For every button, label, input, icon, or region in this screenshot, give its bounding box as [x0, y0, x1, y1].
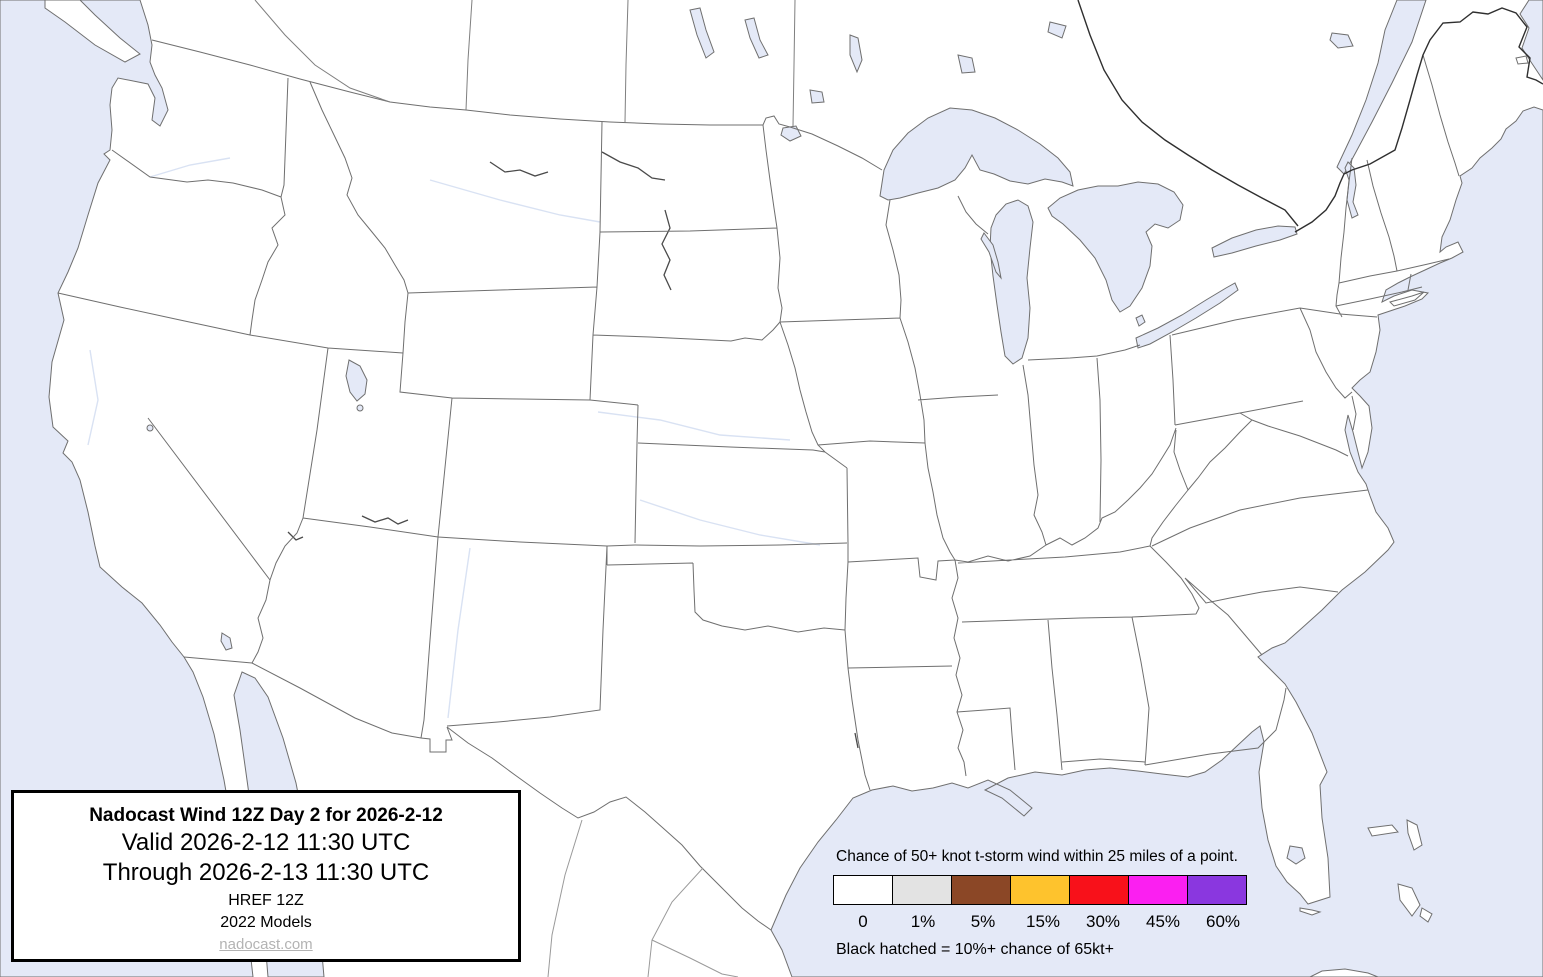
texas-reservoirs [854, 732, 859, 749]
legend-label: 15% [1025, 912, 1061, 931]
canada-border-west [151, 39, 883, 171]
title-box: Nadocast Wind 12Z Day 2 for 2026-2-12 Va… [11, 790, 521, 962]
islands [44, 0, 1529, 977]
long-island-sliver [1389, 291, 1425, 307]
legend-label: 1% [910, 912, 936, 931]
legend-swatch-15 [1010, 875, 1070, 905]
canada-lakes [689, 7, 1354, 142]
legend-footnote: Black hatched = 10%+ chance of 65kt+ [836, 941, 1114, 958]
canada-province-borders [254, 0, 796, 127]
faint-rivers [87, 157, 821, 719]
bahamas [1367, 819, 1433, 923]
lake-tahoe [146, 424, 154, 432]
mexico-state-lines [547, 819, 739, 977]
lake-superior [879, 107, 1074, 201]
legend-swatch-60 [1187, 875, 1247, 905]
forecast-title: Nadocast Wind 12Z Day 2 for 2026-2-12 [89, 805, 443, 826]
nadocast-link[interactable]: nadocast.com [219, 936, 313, 953]
legend-swatch-45 [1128, 875, 1188, 905]
us-state-borders [57, 54, 1460, 791]
mexico-borders [183, 536, 772, 977]
legend-label: 5% [970, 912, 996, 931]
lake-st-clair [1135, 314, 1146, 327]
ottawa-river [1077, 0, 1299, 227]
legend-label: 60% [1205, 912, 1241, 931]
cuba-coast [1309, 968, 1379, 977]
lake-powell [361, 515, 409, 525]
salton-sea [220, 632, 233, 651]
legend-labels: 0 1% 5% 15% 30% 45% 60% [833, 912, 1253, 932]
lake-champlain [1344, 161, 1359, 219]
lake-michigan [989, 199, 1034, 365]
legend-swatch-1 [892, 875, 952, 905]
through-time: Through 2026-2-13 11:30 UTC [102, 859, 430, 886]
probability-legend: Chance of 50+ knot t-storm wind within 2… [833, 848, 1253, 959]
legend-colorbar [833, 875, 1253, 905]
legend-label: 30% [1085, 912, 1121, 931]
us-mexico-border [183, 536, 772, 931]
international-border-east [1077, 0, 1543, 233]
fort-peck-lake [489, 161, 549, 177]
lake-okeechobee [1286, 845, 1306, 865]
lake-sakakawea [601, 151, 666, 181]
valid-time: Valid 2026-2-12 11:30 UTC [121, 829, 411, 856]
lake-ontario [1211, 225, 1298, 258]
great-salt-lake [345, 359, 368, 402]
st-lawrence-border [1294, 7, 1543, 233]
florida-keys [1299, 907, 1322, 916]
pacific-ocean [0, 0, 254, 977]
model-name: HREF 12Z [228, 892, 304, 909]
legend-title: Chance of 50+ knot t-storm wind within 2… [836, 848, 1238, 865]
reservoirs [287, 151, 859, 749]
legend-swatch-5 [951, 875, 1011, 905]
legend-label: 0 [858, 912, 868, 931]
gulf-atlantic-ocean [770, 106, 1543, 977]
prince-edward-island [1515, 55, 1529, 65]
legend-swatch-30 [1069, 875, 1129, 905]
legend-label: 45% [1145, 912, 1181, 931]
great-lakes [146, 7, 1359, 865]
lake-mead [287, 531, 304, 541]
lake-oahe [661, 209, 672, 291]
legend-swatch-0 [833, 875, 893, 905]
lake-huron [1047, 181, 1184, 313]
green-bay [980, 232, 1002, 280]
utah-lake [356, 404, 364, 412]
lake-erie [1135, 282, 1239, 349]
models-year: 2022 Models [220, 914, 312, 931]
vancouver-island [44, 0, 141, 63]
